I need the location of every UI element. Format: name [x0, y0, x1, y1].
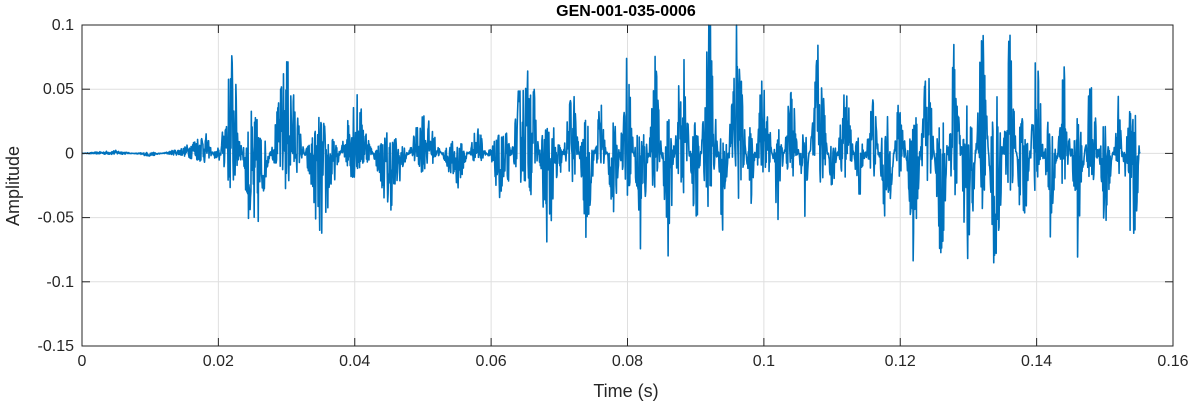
tick-layer: 0 0.02 0.04 0.06 0.08 0.1 0.12 0.14 0.16 -0.15 -0.…	[38, 17, 1189, 370]
y-axis-label: Amplitude	[3, 146, 23, 226]
y-tick-label: 0	[65, 145, 74, 162]
x-tick-label: 0.14	[1021, 353, 1052, 370]
y-tick-label: 0.05	[43, 81, 74, 98]
x-tick-label: 0.02	[203, 353, 234, 370]
x-tick-label: 0.08	[612, 353, 643, 370]
x-axis-label: Time (s)	[593, 381, 658, 401]
x-tick-label: 0.12	[885, 353, 916, 370]
x-tick-label: 0.04	[339, 353, 370, 370]
waveform-line	[81, 24, 1141, 264]
chart-title: GEN-001-035-0006	[556, 3, 696, 20]
y-tick-label: -0.1	[46, 274, 74, 291]
x-tick-label: 0	[78, 353, 87, 370]
x-tick-label: 0.06	[476, 353, 507, 370]
x-tick-label: 0.16	[1157, 353, 1188, 370]
y-tick-label: 0.1	[52, 17, 74, 34]
y-tick-label: -0.15	[38, 338, 75, 355]
series-layer	[81, 24, 1141, 295]
y-tick-label: -0.05	[38, 210, 75, 227]
x-tick-label: 0.1	[753, 353, 775, 370]
